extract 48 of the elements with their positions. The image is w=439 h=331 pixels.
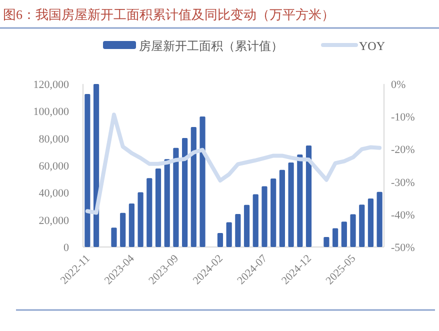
bar xyxy=(324,236,330,247)
bar xyxy=(164,159,170,247)
bar xyxy=(270,178,276,247)
bar xyxy=(200,116,206,247)
y2-tick-label: -30% xyxy=(391,176,415,189)
y-tick-label: 0 xyxy=(64,242,70,254)
bar xyxy=(173,148,179,247)
bar xyxy=(235,214,241,247)
chart-title: 图6：我国房屋新开工面积累计值及同比变动（万平方米） xyxy=(3,7,334,22)
y-tick-label: 20,000 xyxy=(38,214,70,227)
bar xyxy=(120,212,126,247)
bar xyxy=(376,192,382,247)
y2-tick-label: -50% xyxy=(391,242,415,254)
y2-tick-label: -10% xyxy=(391,112,415,124)
bar xyxy=(146,178,152,247)
bar xyxy=(262,186,268,247)
y-tick-label: 80,000 xyxy=(38,133,70,146)
y-tick-label: 120,000 xyxy=(33,79,70,91)
y2-tick-label: 0% xyxy=(391,79,406,91)
line-series xyxy=(85,112,382,215)
bar xyxy=(341,222,347,247)
y-tick-label: 40,000 xyxy=(38,188,70,200)
bar xyxy=(190,127,196,247)
bar xyxy=(279,170,285,247)
y2-tick-label: -20% xyxy=(391,144,415,156)
bar xyxy=(111,228,117,247)
bar xyxy=(368,198,374,247)
bar xyxy=(297,154,303,247)
y2-tick-label: -40% xyxy=(391,209,415,222)
y-tick-label: 100,000 xyxy=(33,106,70,118)
bar xyxy=(288,162,294,247)
bar xyxy=(226,222,232,247)
bar xyxy=(128,204,134,247)
bar xyxy=(252,194,258,247)
bar xyxy=(306,146,312,247)
bar xyxy=(332,228,338,247)
bar xyxy=(182,138,188,247)
legend-label: YOY xyxy=(359,39,386,53)
bar xyxy=(244,204,250,247)
y-tick-label: 60,000 xyxy=(38,160,70,172)
bar xyxy=(93,84,100,247)
bar xyxy=(138,192,144,247)
bar xyxy=(155,168,162,247)
bar xyxy=(359,204,365,247)
bar xyxy=(84,94,90,247)
legend-label: 房屋新开工面积（累计值） xyxy=(139,39,283,53)
bar xyxy=(217,233,224,247)
bar xyxy=(350,214,356,247)
